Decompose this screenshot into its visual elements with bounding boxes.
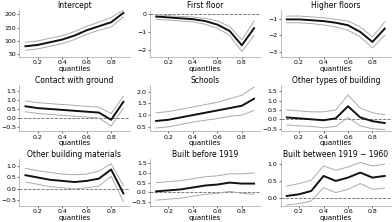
X-axis label: quantiles: quantiles <box>58 140 91 146</box>
X-axis label: quantiles: quantiles <box>319 140 352 146</box>
Title: Schools: Schools <box>191 76 220 85</box>
Title: Higher floors: Higher floors <box>311 1 361 10</box>
X-axis label: quantiles: quantiles <box>189 66 221 72</box>
Title: Other types of building: Other types of building <box>292 76 380 85</box>
X-axis label: quantiles: quantiles <box>319 215 352 221</box>
X-axis label: quantiles: quantiles <box>189 140 221 146</box>
Title: Built between 1919 − 1960: Built between 1919 − 1960 <box>283 150 388 159</box>
Title: Contact with ground: Contact with ground <box>35 76 114 85</box>
Title: Other building materials: Other building materials <box>27 150 122 159</box>
Title: Intercept: Intercept <box>57 1 92 10</box>
X-axis label: quantiles: quantiles <box>58 215 91 221</box>
Title: Built before 1919: Built before 1919 <box>172 150 238 159</box>
X-axis label: quantiles: quantiles <box>189 215 221 221</box>
Title: First floor: First floor <box>187 1 223 10</box>
X-axis label: quantiles: quantiles <box>58 66 91 72</box>
X-axis label: quantiles: quantiles <box>319 66 352 72</box>
